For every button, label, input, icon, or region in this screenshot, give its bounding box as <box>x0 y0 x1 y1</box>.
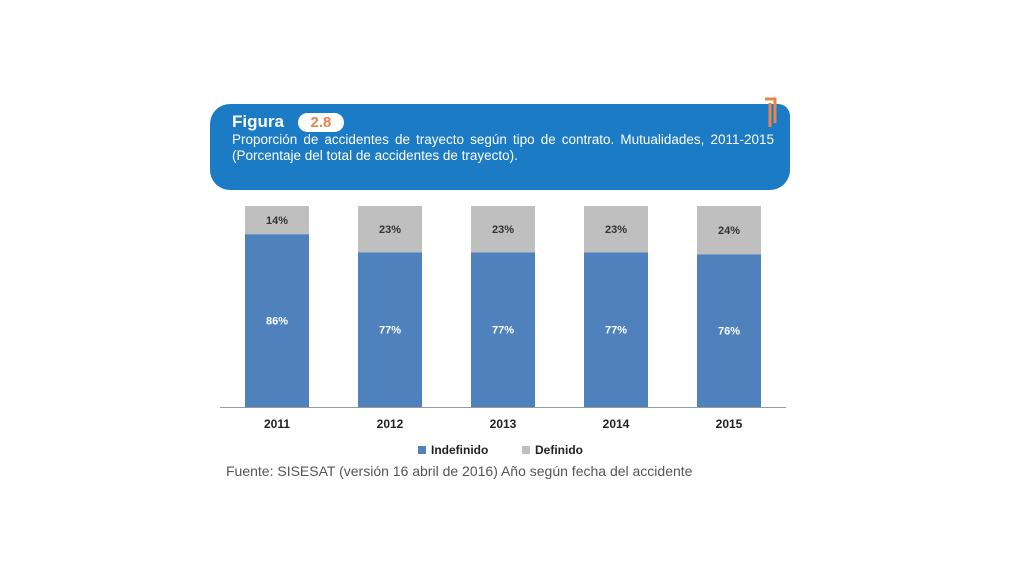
bar-definido-2012 <box>358 206 422 253</box>
legend-swatch-indefinido <box>418 446 426 454</box>
bar-indefinido-2011 <box>245 234 309 407</box>
bar-indefinido-2014 <box>584 252 648 407</box>
data-label-definido-2014: 23% <box>605 224 627 236</box>
bar-definido-2014 <box>584 206 648 253</box>
x-tick-label-2015: 2015 <box>716 417 743 431</box>
bar-indefinido-2013 <box>471 252 535 407</box>
x-tick-label-2014: 2014 <box>603 417 630 431</box>
data-label-indefinido-2012: 77% <box>379 325 401 337</box>
figure-title: Proporción de accidentes de trayecto seg… <box>232 132 774 163</box>
bar-definido-2013 <box>471 206 535 253</box>
figure-label-row: Figura 2.8 <box>232 112 774 132</box>
data-label-definido-2012: 23% <box>379 224 401 236</box>
data-label-definido-2015: 24% <box>718 225 740 237</box>
data-label-indefinido-2014: 77% <box>605 325 627 337</box>
x-tick-label-2013: 2013 <box>490 417 517 431</box>
data-label-indefinido-2013: 77% <box>492 325 514 337</box>
source-note: Fuente: SISESAT (versión 16 abril de 201… <box>226 463 693 479</box>
x-tick-label-2012: 2012 <box>377 417 404 431</box>
figure-number-badge: 2.8 <box>297 112 344 132</box>
bar-indefinido-2012 <box>358 252 422 407</box>
figure-header: Figura 2.8 Proporción de accidentes de t… <box>210 104 790 190</box>
data-label-definido-2013: 23% <box>492 224 514 236</box>
data-label-indefinido-2011: 86% <box>266 316 288 328</box>
bar-definido-2011 <box>245 206 309 235</box>
legend-label-definido: Definido <box>535 443 583 457</box>
x-tick-label-2011: 2011 <box>264 417 290 431</box>
data-label-indefinido-2015: 76% <box>718 326 740 338</box>
legend-label-indefinido: Indefinido <box>431 443 488 457</box>
figure-label: Figura <box>232 112 284 131</box>
paperclip-icon <box>765 97 777 127</box>
bar-indefinido-2015 <box>697 254 761 407</box>
data-label-definido-2011: 14% <box>266 215 288 227</box>
legend-swatch-definido <box>522 446 530 454</box>
bar-definido-2015 <box>697 206 761 255</box>
